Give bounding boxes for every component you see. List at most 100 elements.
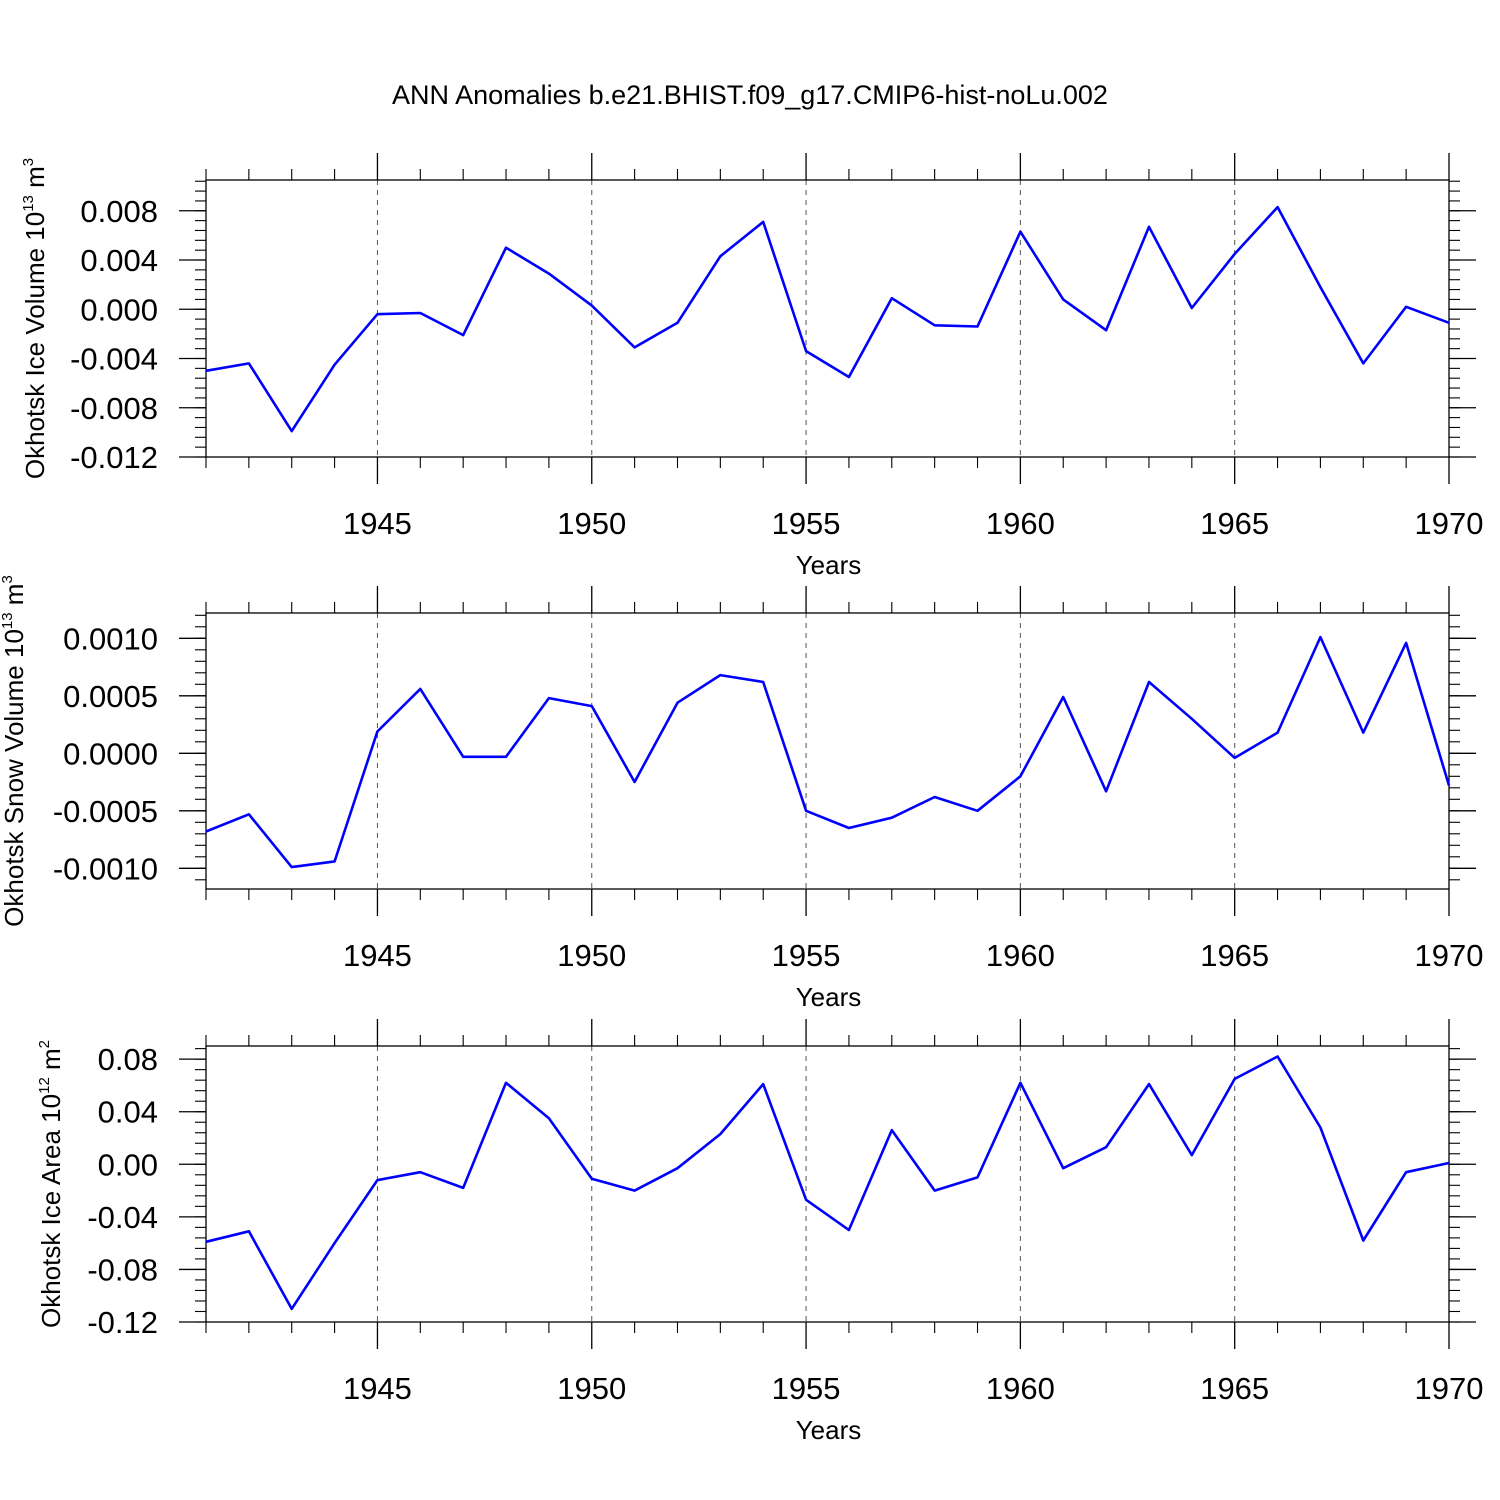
data-point: [847, 375, 851, 379]
data-point: [847, 1228, 851, 1232]
y-axis-label: Okhotsk Ice Area 1012 m2: [36, 1040, 66, 1328]
data-point: [290, 1307, 294, 1311]
data-point: [1276, 205, 1280, 209]
y-axis-label: Okhotsk Snow Volume 1013 m3: [0, 575, 29, 927]
data-point: [1061, 695, 1065, 699]
x-tick-label: 1950: [557, 506, 626, 541]
x-tick-label: 1965: [1200, 506, 1269, 541]
data-point: [247, 1229, 251, 1233]
data-point: [1447, 1161, 1451, 1165]
y-tick-label: 0.0005: [63, 679, 158, 714]
data-point: [761, 220, 765, 224]
y-axis-label-unit-exponent: 3: [0, 575, 16, 583]
plot-frame: [205, 1045, 1450, 1323]
data-point: [1233, 252, 1237, 256]
data-point: [1018, 230, 1022, 234]
data-point: [1190, 1153, 1194, 1157]
data-point: [1318, 285, 1322, 289]
y-axis-label-exponent: 13: [0, 612, 16, 629]
data-point: [1276, 1055, 1280, 1059]
y-axis-label-unit-exponent: 2: [36, 1040, 53, 1048]
y-axis-label-unit-exponent: 3: [20, 158, 37, 166]
data-point: [1404, 641, 1408, 645]
series-line: [205, 1055, 1450, 1311]
data-point: [675, 321, 679, 325]
data-point: [761, 680, 765, 684]
data-point: [333, 363, 337, 367]
data-point: [1276, 731, 1280, 735]
data-point: [804, 349, 808, 353]
x-tick-label: 1960: [986, 938, 1055, 973]
plot-frame: [205, 612, 1450, 890]
data-point: [718, 1132, 722, 1136]
data-point: [375, 729, 379, 733]
data-point: [890, 296, 894, 300]
x-axis-label: Years: [796, 982, 862, 1012]
data-point: [1104, 1145, 1108, 1149]
data-point: [1147, 225, 1151, 229]
data-point: [333, 859, 337, 863]
x-tick-label: 1965: [1200, 1371, 1269, 1406]
y-tick-label: -0.12: [87, 1305, 158, 1340]
series-line: [205, 205, 1450, 433]
y-axis-label-unit: m: [36, 1048, 66, 1077]
figure-title: ANN Anomalies b.e21.BHIST.f09_g17.CMIP6-…: [392, 80, 1108, 110]
x-tick-label: 1950: [557, 1371, 626, 1406]
y-tick-label: -0.0010: [53, 851, 158, 886]
data-point: [1018, 1081, 1022, 1085]
data-point: [590, 704, 594, 708]
x-tick-label: 1970: [1415, 506, 1484, 541]
data-point: [1190, 306, 1194, 310]
data-point: [890, 1128, 894, 1132]
data-point: [976, 325, 980, 329]
y-tick-label: -0.008: [70, 391, 158, 426]
data-point: [976, 809, 980, 813]
y-axis-label-exponent: 12: [36, 1077, 53, 1094]
data-point: [933, 1189, 937, 1193]
data-point: [633, 780, 637, 784]
data-point: [547, 272, 551, 276]
data-point: [718, 254, 722, 258]
data-point: [633, 1189, 637, 1193]
data-point: [1404, 305, 1408, 309]
data-point: [504, 1081, 508, 1085]
y-tick-label: 0.008: [80, 194, 158, 229]
data-point: [761, 1082, 765, 1086]
data-point: [461, 755, 465, 759]
data-point: [1147, 680, 1151, 684]
data-point: [1061, 297, 1065, 301]
data-point: [633, 345, 637, 349]
data-point: [504, 246, 508, 250]
y-axis-label-text: Okhotsk Ice Area 10: [36, 1094, 66, 1328]
x-tick-label: 1955: [772, 938, 841, 973]
data-point: [1404, 1170, 1408, 1174]
y-tick-label: 0.00: [98, 1147, 158, 1182]
x-tick-label: 1945: [343, 506, 412, 541]
data-point: [933, 795, 937, 799]
x-tick-label: 1960: [986, 1371, 1055, 1406]
data-point: [675, 1166, 679, 1170]
y-tick-label: -0.0005: [53, 794, 158, 829]
data-point: [1147, 1082, 1151, 1086]
data-point: [1190, 717, 1194, 721]
data-point: [1233, 756, 1237, 760]
data-point: [247, 812, 251, 816]
data-point: [890, 816, 894, 820]
y-tick-label: 0.0000: [63, 736, 158, 771]
x-tick-label: 1945: [343, 1371, 412, 1406]
data-point: [461, 1186, 465, 1190]
y-tick-label: -0.04: [87, 1200, 158, 1235]
data-point: [547, 696, 551, 700]
x-tick-label: 1965: [1200, 938, 1269, 973]
data-point: [204, 1240, 208, 1244]
data-point: [675, 701, 679, 705]
panel-1: -0.012 -0.008 -0.004 0.000 0.004 0.008 1945 195…: [20, 153, 1483, 580]
y-tick-label: 0.0010: [63, 621, 158, 656]
panel-2: -0.0010 -0.0005 0.0000 0.0005 0.0010 1945 1950…: [0, 575, 1483, 1012]
data-point: [204, 369, 208, 373]
data-point: [590, 304, 594, 308]
y-tick-label: 0.04: [98, 1095, 158, 1130]
data-point: [1447, 321, 1451, 325]
y-tick-label: 0.000: [80, 292, 158, 327]
